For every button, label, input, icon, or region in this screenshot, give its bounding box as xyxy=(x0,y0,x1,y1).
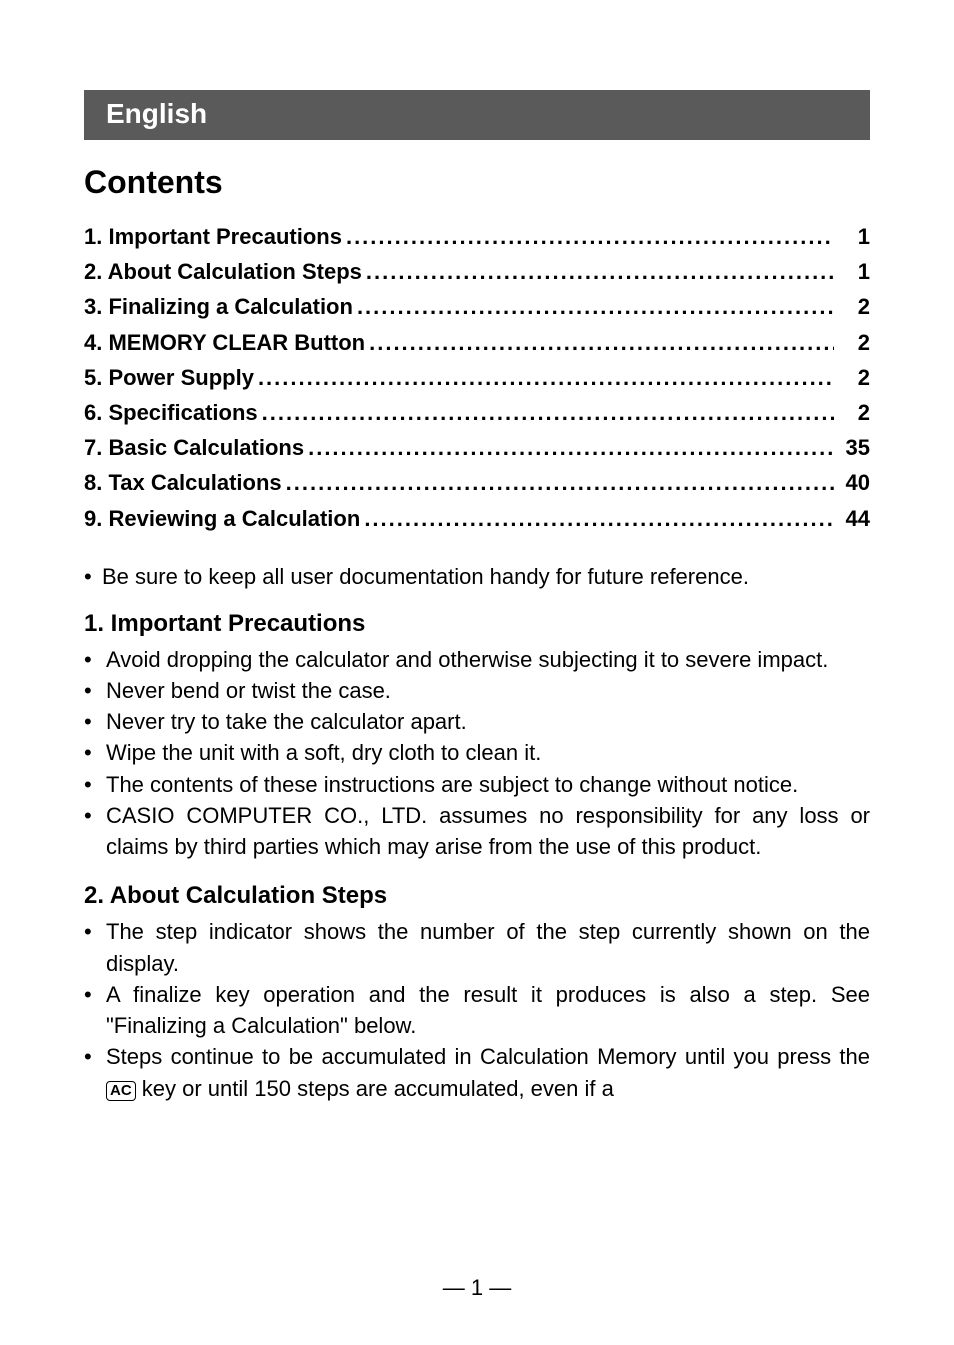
list-item-text: Avoid dropping the calculator and otherw… xyxy=(106,644,870,675)
toc-dots xyxy=(282,465,834,500)
list-item-text: Never try to take the calculator apart. xyxy=(106,706,870,737)
toc-dots xyxy=(342,219,834,254)
bullet-icon: • xyxy=(84,706,106,737)
list-item: • CASIO COMPUTER CO., LTD. assumes no re… xyxy=(84,800,870,862)
list-item-text: Wipe the unit with a soft, dry cloth to … xyxy=(106,737,870,768)
toc-dots xyxy=(353,289,834,324)
toc-row: 9. Reviewing a Calculation 44 xyxy=(84,501,870,536)
list-item-text: A finalize key operation and the result … xyxy=(106,979,870,1041)
toc-row: 6. Specifications 2 xyxy=(84,395,870,430)
toc-label: 1. Important Precautions xyxy=(84,219,342,254)
table-of-contents: 1. Important Precautions 1 2. About Calc… xyxy=(84,219,870,536)
toc-row: 7. Basic Calculations 35 xyxy=(84,430,870,465)
toc-dots xyxy=(360,501,834,536)
toc-label: 7. Basic Calculations xyxy=(84,430,304,465)
toc-row: 2. About Calculation Steps 1 xyxy=(84,254,870,289)
toc-row: 8. Tax Calculations 40 xyxy=(84,465,870,500)
list-item-text: The contents of these instructions are s… xyxy=(106,769,870,800)
bullet-icon: • xyxy=(84,800,106,862)
section-heading-calc-steps: 2. About Calculation Steps xyxy=(84,882,870,910)
toc-row: 4. MEMORY CLEAR Button 2 xyxy=(84,325,870,360)
list-item-text: Never bend or twist the case. xyxy=(106,675,870,706)
toc-dots xyxy=(258,395,834,430)
calc-steps-list: • The step indicator shows the number of… xyxy=(84,916,870,1103)
list-item: • Wipe the unit with a soft, dry cloth t… xyxy=(84,737,870,768)
toc-page: 44 xyxy=(834,501,870,536)
toc-label: 4. MEMORY CLEAR Button xyxy=(84,325,365,360)
toc-label: 2. About Calculation Steps xyxy=(84,254,362,289)
toc-page: 1 xyxy=(834,254,870,289)
list-item-text: The step indicator shows the number of t… xyxy=(106,916,870,978)
bullet-icon: • xyxy=(84,1041,106,1103)
list-item: • Never bend or twist the case. xyxy=(84,675,870,706)
toc-page: 35 xyxy=(834,430,870,465)
toc-page: 1 xyxy=(834,219,870,254)
list-item: • Steps continue to be accumulated in Ca… xyxy=(84,1041,870,1103)
toc-page: 2 xyxy=(834,289,870,324)
list-item: • The contents of these instructions are… xyxy=(84,769,870,800)
toc-page: 2 xyxy=(834,395,870,430)
toc-label: 3. Finalizing a Calculation xyxy=(84,289,353,324)
note-text: Be sure to keep all user documentation h… xyxy=(102,564,749,590)
toc-dots xyxy=(304,430,834,465)
toc-page: 2 xyxy=(834,325,870,360)
toc-row: 1. Important Precautions 1 xyxy=(84,219,870,254)
section-heading-precautions: 1. Important Precautions xyxy=(84,610,870,638)
list-item: • Never try to take the calculator apart… xyxy=(84,706,870,737)
text-post: key or until 150 steps are accumulated, … xyxy=(136,1076,614,1101)
toc-row: 5. Power Supply 2 xyxy=(84,360,870,395)
list-item: • Avoid dropping the calculator and othe… xyxy=(84,644,870,675)
toc-label: 5. Power Supply xyxy=(84,360,254,395)
bullet-icon: • xyxy=(84,737,106,768)
bullet-icon: • xyxy=(84,564,102,590)
toc-label: 8. Tax Calculations xyxy=(84,465,282,500)
list-item-text: CASIO COMPUTER CO., LTD. assumes no resp… xyxy=(106,800,870,862)
bullet-icon: • xyxy=(84,675,106,706)
contents-title: Contents xyxy=(84,164,870,201)
language-header: English xyxy=(84,90,870,140)
list-item: • The step indicator shows the number of… xyxy=(84,916,870,978)
toc-page: 40 xyxy=(834,465,870,500)
toc-label: 6. Specifications xyxy=(84,395,258,430)
toc-dots xyxy=(365,325,834,360)
toc-dots xyxy=(254,360,834,395)
bullet-icon: • xyxy=(84,644,106,675)
toc-row: 3. Finalizing a Calculation 2 xyxy=(84,289,870,324)
text-pre: Steps continue to be accumulated in Calc… xyxy=(106,1044,870,1069)
bullet-icon: • xyxy=(84,979,106,1041)
list-item-text: Steps continue to be accumulated in Calc… xyxy=(106,1041,870,1103)
toc-page: 2 xyxy=(834,360,870,395)
ac-key-icon: AC xyxy=(106,1081,136,1101)
toc-dots xyxy=(362,254,834,289)
keep-documentation-note: • Be sure to keep all user documentation… xyxy=(84,564,870,590)
bullet-icon: • xyxy=(84,916,106,978)
precautions-list: • Avoid dropping the calculator and othe… xyxy=(84,644,870,863)
list-item: • A finalize key operation and the resul… xyxy=(84,979,870,1041)
toc-label: 9. Reviewing a Calculation xyxy=(84,501,360,536)
page-number: — 1 — xyxy=(0,1275,954,1301)
bullet-icon: • xyxy=(84,769,106,800)
